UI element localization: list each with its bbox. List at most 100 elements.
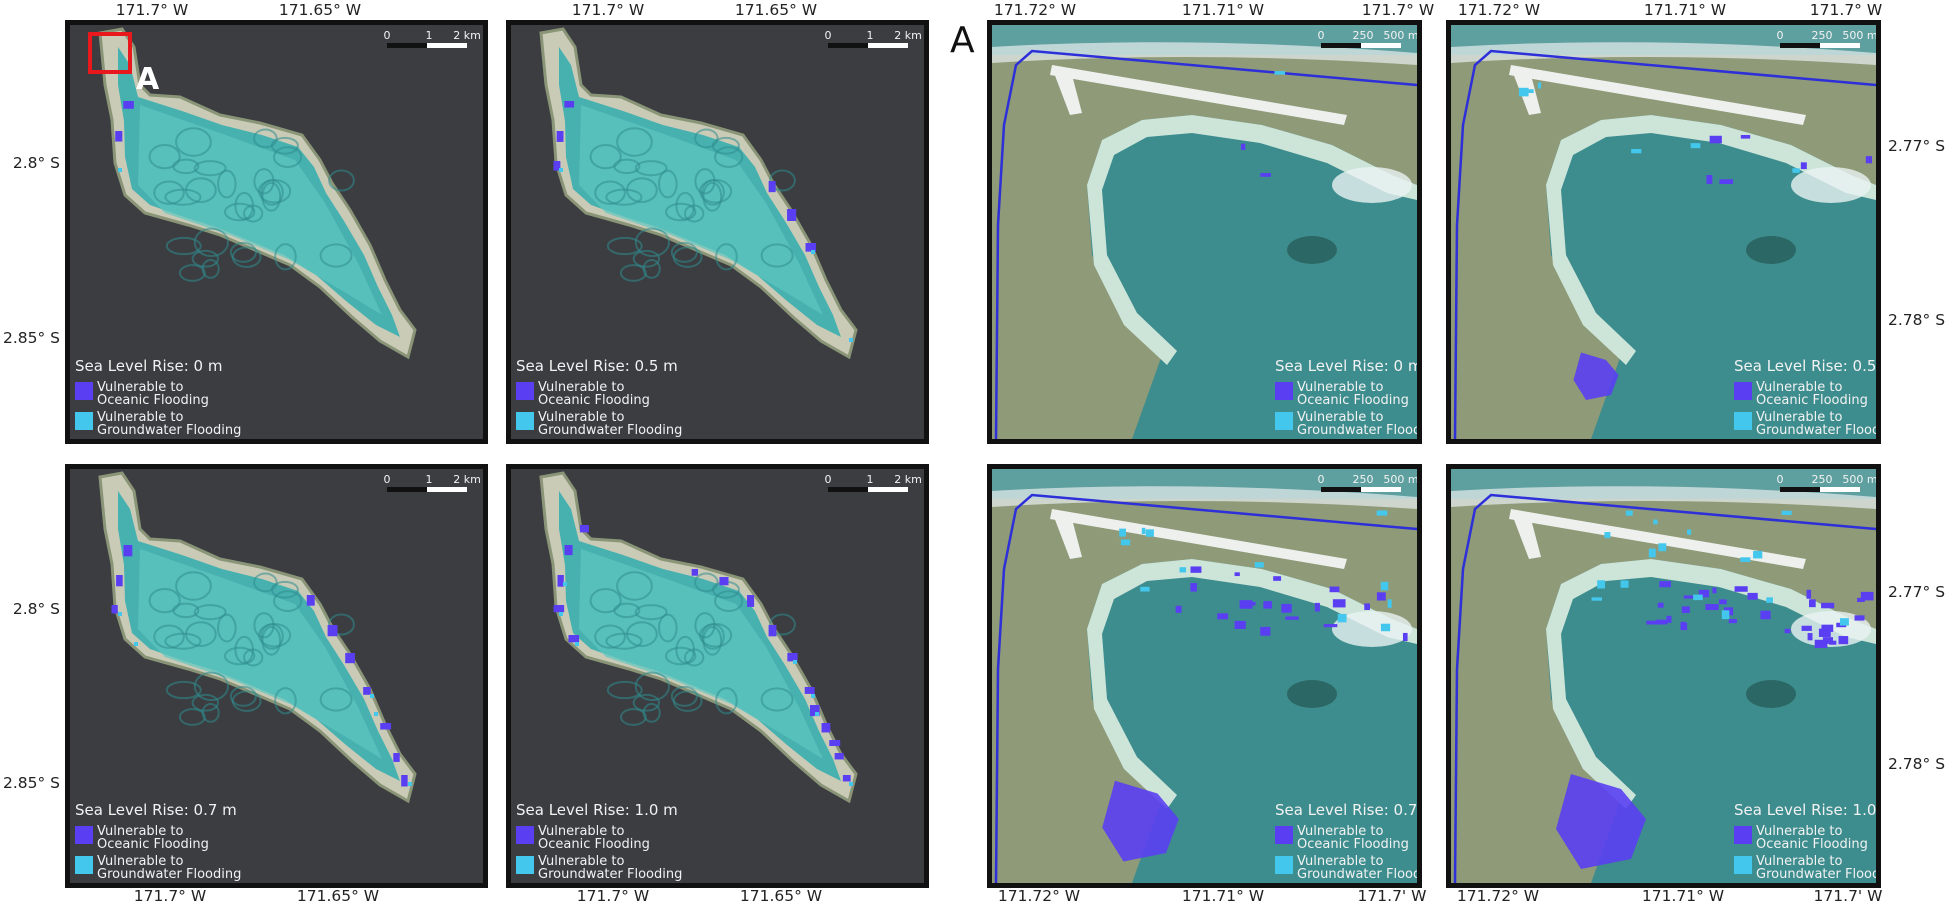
reef-patch <box>672 246 703 268</box>
surf-line <box>992 42 1417 65</box>
groundwater-flood-area <box>1387 599 1392 608</box>
oceanic-flood-area <box>1818 628 1831 637</box>
reef-patch <box>165 680 202 700</box>
legend-item-oceanic: Vulnerable to Oceanic Flooding <box>516 825 682 851</box>
legend-swatch <box>75 412 93 430</box>
reef-patch <box>589 588 622 614</box>
atoll-top-lon-label: 171.7° W <box>571 1 645 19</box>
reef-patch <box>273 590 303 613</box>
legend-swatch <box>516 826 534 844</box>
oceanic-flood-area <box>834 753 844 760</box>
groundwater-flood-area <box>1740 557 1751 562</box>
oceanic-flood-area <box>1573 352 1619 400</box>
oceanic-flood-area <box>1821 602 1835 609</box>
zoom-section-label: A <box>950 20 975 61</box>
atoll-bottom-lon-label: 171.7° W <box>133 887 207 905</box>
oceanic-flood-area <box>1712 587 1717 594</box>
cloud-shadow <box>1746 680 1796 708</box>
reef-patch <box>217 613 237 643</box>
scale-bar-segment <box>1780 43 1820 48</box>
oceanic-flood-area <box>1402 632 1408 642</box>
cloud <box>1791 167 1871 203</box>
map-image <box>511 469 924 883</box>
airport-runway <box>1509 509 1806 569</box>
map-legend: Sea Level Rise: 0.5 m Vulnerable to Ocean… <box>1734 357 1876 437</box>
groundwater-flood-area <box>815 712 819 716</box>
map-panel-zoom-05: 0 250 500 m Sea Level Rise: 0.5 m Vulnerable… <box>1446 20 1881 444</box>
reef-patch <box>760 243 794 268</box>
sea-level-rise-label: Sea Level Rise: 0 m <box>1275 357 1422 375</box>
scale-bar-label: 500 m <box>1383 473 1419 486</box>
zoom-top-lon-label: 171.72° W <box>993 1 1077 19</box>
legend-item-oceanic: Vulnerable to Oceanic Flooding <box>75 825 241 851</box>
oceanic-flood-area <box>768 181 776 193</box>
oceanic-flood-area <box>1728 619 1737 624</box>
reef-patch <box>670 241 698 263</box>
scale-bar-segment <box>387 43 427 48</box>
oceanic-flood-area <box>809 705 820 717</box>
scale-bar-segment <box>427 487 467 492</box>
oceanic-flood-area <box>1814 639 1828 648</box>
reef-patch <box>626 621 658 647</box>
atoll-left-lat-label: 2.85° S <box>2 774 60 792</box>
map-panel-atoll-10: 0 1 2 km Sea Level Rise: 1.0 m Vulnerable to… <box>506 464 929 888</box>
scale-bar: 0 1 2 km <box>824 473 922 495</box>
zoom-bottom-lon-label: 171.7' W <box>1813 887 1883 905</box>
map-image <box>70 25 483 439</box>
groundwater-flood-area <box>1792 168 1800 173</box>
oceanic-flood-area <box>557 575 564 587</box>
atoll-left-lat-label: 2.85° S <box>2 329 60 347</box>
reef-patch <box>193 227 229 258</box>
oceanic-flood-area <box>1260 173 1271 177</box>
groundwater-flood-area <box>1254 562 1264 568</box>
scale-bar-segment <box>1820 43 1860 48</box>
oceanic-flood-area <box>1829 640 1837 645</box>
reef-patch <box>201 703 220 723</box>
scale-bar-label: 500 m <box>1383 29 1419 42</box>
oceanic-flood-area <box>1854 615 1865 621</box>
oceanic-flood-area <box>1705 604 1719 611</box>
reef-patch <box>217 169 237 199</box>
reef-patch <box>715 243 738 271</box>
zoom-bottom-lon-label: 171.7' W <box>1357 887 1427 905</box>
airport-apron <box>1054 73 1082 115</box>
groundwater-flood-area <box>849 338 853 342</box>
groundwater-flood-area <box>559 168 563 172</box>
oceanic-flood-area <box>1806 589 1812 599</box>
reef-patch <box>253 168 275 195</box>
reef-patch <box>672 690 703 712</box>
atoll-bottom-lon-label: 171.65° W <box>739 887 823 905</box>
reef-patch <box>273 146 303 169</box>
groundwater-flood-area <box>370 694 374 698</box>
oceanic-flood-area <box>804 687 815 694</box>
airport-runway <box>1050 509 1347 569</box>
reef-patch <box>769 613 796 636</box>
groundwater-flood-area <box>374 712 378 716</box>
groundwater-flood-area <box>1528 89 1534 94</box>
coastline <box>994 49 1417 439</box>
scale-bar-segment <box>1820 487 1860 492</box>
zoom-bottom-lon-label: 171.72° W <box>1456 887 1540 905</box>
reef-patch <box>253 128 278 149</box>
oceanic-flood-area <box>1263 601 1273 609</box>
cloud <box>1332 167 1412 203</box>
zoom-top-lon-label: 171.71° W <box>1643 1 1727 19</box>
reef-patch <box>616 127 653 157</box>
reef-patch <box>201 259 220 279</box>
legend-swatch <box>75 856 93 874</box>
map-image <box>70 469 483 883</box>
oceanic-flood-area <box>829 740 841 747</box>
scale-bar: 0 250 500 m <box>1317 29 1417 51</box>
map-legend: Sea Level Rise: 0.7 m Vulnerable to Ocean… <box>75 801 241 881</box>
legend-swatch <box>75 826 93 844</box>
zoom-right-lat-label: 2.77° S <box>1888 583 1946 601</box>
map-image <box>1451 469 1876 883</box>
zoom-top-lon-label: 171.7° W <box>1809 1 1883 19</box>
legend-swatch <box>1734 826 1752 844</box>
reef-patch <box>231 246 262 268</box>
oceanic-flood-area <box>1646 620 1658 625</box>
reef-patch <box>261 181 282 212</box>
groundwater-flood-area <box>575 642 579 646</box>
groundwater-flood-area <box>1690 143 1701 149</box>
groundwater-flood-area <box>559 612 563 616</box>
